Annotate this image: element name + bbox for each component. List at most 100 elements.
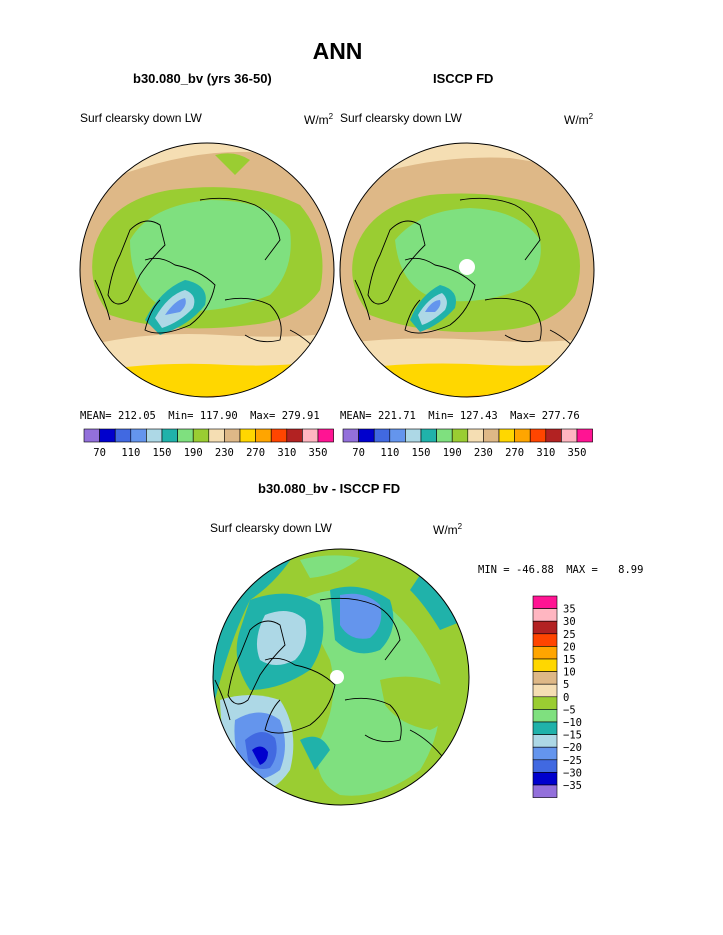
diff-units-exp: 2 bbox=[457, 522, 463, 531]
diff-colorbar-tick-label: 35 bbox=[563, 604, 576, 616]
left-colorbar-swatch bbox=[177, 428, 194, 443]
diff-colorbar-tick-label: −15 bbox=[563, 730, 582, 742]
diff-colorbar-tick-label: −5 bbox=[563, 704, 576, 716]
diff-max-value: 8.99 bbox=[618, 564, 644, 576]
diff-units-label: W/m2 bbox=[433, 522, 462, 537]
left-units-label: W/m2 bbox=[304, 112, 333, 127]
right-colorbar-tick-label: 110 bbox=[380, 447, 399, 459]
right-units-label: W/m2 bbox=[564, 112, 593, 127]
left-colorbar-swatch bbox=[224, 428, 241, 443]
diff-colorbar-tick-label: 20 bbox=[563, 641, 576, 653]
left-colorbar-swatch bbox=[114, 428, 132, 443]
left-colorbar-tick-label: 350 bbox=[309, 447, 328, 459]
diff-panel-subtitle: b30.080_bv - ISCCP FD bbox=[258, 481, 401, 496]
diff-colorbar-tick-label: −35 bbox=[563, 780, 582, 792]
right-colorbar-swatch bbox=[576, 428, 593, 443]
right-colorbar-tick-label: 150 bbox=[412, 447, 431, 459]
right-colorbar-tick-label: 270 bbox=[505, 447, 524, 459]
diff-map-border bbox=[212, 548, 470, 806]
diff-colorbar-swatch bbox=[532, 608, 558, 622]
right-colorbar-swatch bbox=[451, 428, 469, 443]
left-colorbar-tick-label: 230 bbox=[215, 447, 234, 459]
right-colorbar-swatch bbox=[529, 428, 547, 443]
diff-colorbar-tick-label: 10 bbox=[563, 667, 576, 679]
left-colorbar-swatch bbox=[208, 428, 225, 443]
diff-colorbar-swatch bbox=[532, 709, 558, 723]
right-colorbar-tick-label: 310 bbox=[536, 447, 555, 459]
left-mean-value: 212.05 bbox=[117, 410, 156, 422]
diff-colorbar-swatch bbox=[532, 746, 558, 761]
left-colorbar-swatch bbox=[83, 428, 100, 443]
diff-colorbar-tick-label: −25 bbox=[563, 755, 582, 767]
right-colorbar-swatch bbox=[420, 428, 437, 443]
left-colorbar-tick-label: 110 bbox=[121, 447, 140, 459]
left-colorbar-swatch bbox=[161, 428, 178, 443]
diff-colorbar-swatch bbox=[532, 772, 558, 786]
right-colorbar-swatch bbox=[514, 428, 531, 443]
left-colorbar-swatch bbox=[270, 428, 288, 443]
diff-colorbar-tick-label: 15 bbox=[563, 654, 576, 666]
right-max-label: Max= bbox=[510, 410, 536, 422]
diff-colorbar-swatch bbox=[532, 595, 558, 609]
right-mean-label: MEAN= bbox=[340, 410, 372, 422]
page-title: ANN bbox=[312, 38, 363, 64]
right-units-exp: 2 bbox=[588, 112, 594, 121]
left-field-label: Surf clearsky down LW bbox=[80, 111, 202, 125]
diff-colorbar-tick-label: −30 bbox=[563, 767, 582, 779]
diff-polar-map bbox=[213, 549, 469, 805]
left-coastlines bbox=[94, 197, 326, 361]
diff-colorbar-swatch bbox=[532, 683, 558, 698]
right-panel-subtitle: ISCCP FD bbox=[433, 71, 494, 86]
left-colorbar-swatch bbox=[239, 428, 256, 443]
right-colorbar-tick-label: 230 bbox=[474, 447, 493, 459]
diff-colorbar-tick-label: 30 bbox=[563, 616, 576, 628]
diff-missing-pole bbox=[330, 670, 344, 684]
right-map-border bbox=[339, 142, 595, 398]
diff-stats: MIN = -46.88 MAX = 8.99 bbox=[478, 564, 643, 576]
left-colorbar-tick-label: 70 bbox=[93, 447, 106, 459]
right-mean-value: 221.71 bbox=[377, 410, 416, 422]
right-colorbar-tick-label: 190 bbox=[443, 447, 462, 459]
right-stats: MEAN= 221.71 Min= 127.43 Max= 277.76 bbox=[340, 410, 580, 422]
right-missing-pole bbox=[459, 259, 475, 275]
right-colorbar-swatch bbox=[405, 428, 422, 443]
diff-colorbar-swatch bbox=[532, 759, 558, 773]
left-colorbar-swatch bbox=[146, 428, 163, 443]
diff-colorbar-swatch bbox=[532, 784, 558, 798]
diff-colorbar-swatch bbox=[532, 633, 558, 647]
left-units-exp: 2 bbox=[328, 112, 334, 121]
diff-colorbar-swatch bbox=[532, 620, 558, 635]
left-colorbar-swatch bbox=[130, 428, 147, 443]
left-colorbar-tick-label: 310 bbox=[277, 447, 296, 459]
left-colorbar-tick-label: 270 bbox=[246, 447, 265, 459]
left-polar-map bbox=[80, 143, 334, 397]
left-colorbar-swatch bbox=[255, 428, 272, 443]
left-colorbar-swatch bbox=[317, 428, 334, 443]
right-colorbar-swatch bbox=[483, 428, 500, 443]
diff-colorbar-swatch bbox=[532, 671, 558, 685]
diff-colorbar-tick-label: 5 bbox=[563, 679, 569, 691]
diff-colorbar-swatch bbox=[532, 721, 558, 735]
diff-colorbar-tick-label: 0 bbox=[563, 692, 569, 704]
left-panel-subtitle: b30.080_bv (yrs 36-50) bbox=[133, 71, 272, 86]
diff-colorbar-tick-label: −20 bbox=[563, 742, 582, 754]
right-min-value: 127.43 bbox=[459, 410, 498, 422]
left-colorbar-swatch bbox=[192, 428, 210, 443]
right-max-value: 277.76 bbox=[541, 410, 580, 422]
left-max-value: 279.91 bbox=[281, 410, 320, 422]
left-colorbar-swatch bbox=[302, 428, 319, 443]
diff-colorbar-tick-label: −10 bbox=[563, 717, 582, 729]
diff-min-value: -46.88 bbox=[515, 564, 554, 576]
right-field-label: Surf clearsky down LW bbox=[340, 111, 462, 125]
left-colorbar-tick-label: 190 bbox=[184, 447, 203, 459]
right-colorbar-swatch bbox=[436, 428, 453, 443]
left-mean-label: MEAN= bbox=[80, 410, 112, 422]
diff-colorbar-swatch bbox=[532, 696, 558, 710]
diff-units-base: W/m bbox=[433, 523, 458, 537]
right-colorbar-swatch bbox=[358, 428, 375, 443]
left-units-base: W/m bbox=[304, 113, 329, 127]
left-min-label: Min= bbox=[168, 410, 194, 422]
right-colorbar-swatch bbox=[467, 428, 484, 443]
